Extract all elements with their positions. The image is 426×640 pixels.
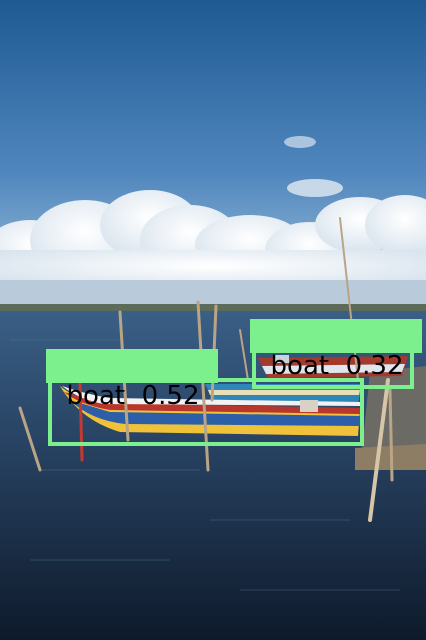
cloud-bank xyxy=(0,190,426,290)
detection-label-boat-2: boat 0.32 xyxy=(250,319,422,381)
detection-label-boat-1: boat 0.52 xyxy=(46,349,218,411)
detection-class: boat xyxy=(66,381,126,411)
detection-class: boat xyxy=(270,351,330,381)
distant-shoreline xyxy=(0,304,426,312)
detection-score: 0.32 xyxy=(345,351,404,381)
wooden-dock xyxy=(360,366,426,470)
main-boat xyxy=(60,386,360,436)
cloud-base-haze xyxy=(0,280,426,306)
detection-score: 0.52 xyxy=(141,381,200,411)
small-cloud xyxy=(287,179,343,197)
water-ripples xyxy=(10,339,400,591)
middle-boat-stripe xyxy=(208,390,360,395)
small-cloud xyxy=(284,136,316,148)
far-boat xyxy=(258,355,408,378)
